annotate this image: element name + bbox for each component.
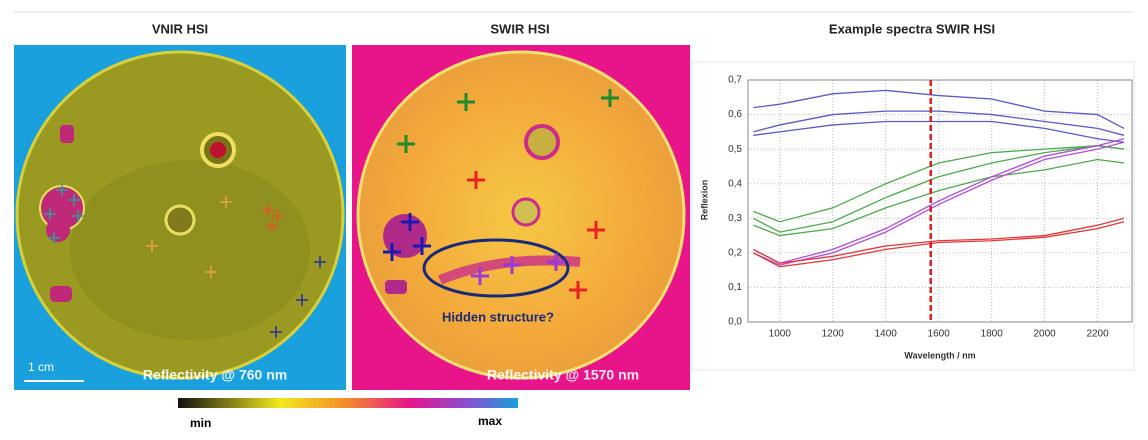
- panel-title: VNIR HSI: [152, 21, 208, 36]
- cross: [205, 266, 217, 278]
- highlight-ellipse: [422, 238, 570, 298]
- cross: [266, 220, 278, 232]
- swir-image: [352, 45, 690, 390]
- cross: [383, 243, 401, 261]
- scale-label: 1 cm: [28, 360, 54, 374]
- y-tick-label: 0,4: [728, 178, 742, 189]
- spectrum-line: [753, 120, 1125, 143]
- spectrum-line: [753, 110, 1125, 136]
- plot: 0,0 0,1 0,2 0,3 0,4 0,5 0,6 0,7 1000 1200 1400 1600…: [728, 75, 1133, 340]
- spectrum-line: [753, 145, 1125, 223]
- spectrum-line: [752, 138, 1125, 264]
- chart-frame: [691, 61, 1135, 371]
- cross: [72, 210, 84, 222]
- cross: [220, 196, 232, 208]
- cross-markers: [44, 89, 619, 338]
- colorbar-min: min: [190, 416, 211, 430]
- spectrum-line: [752, 217, 1125, 264]
- image-caption: Reflectivity @ 760 nm: [143, 367, 287, 383]
- x-tick-label: 1400: [875, 329, 898, 340]
- cross: [569, 281, 587, 299]
- panel-title: SWIR HSI: [490, 21, 549, 36]
- cross: [467, 171, 485, 189]
- y-axis-label: Reflexion: [699, 180, 709, 221]
- cross: [296, 294, 308, 306]
- x-tick-label: 2000: [1033, 329, 1056, 340]
- spectrum-line: [753, 158, 1125, 237]
- x-tick-label: 1600: [928, 329, 951, 340]
- spectrum-line: [752, 145, 1125, 233]
- cross: [587, 221, 605, 239]
- cross: [270, 326, 282, 338]
- colorbar-max: max: [478, 414, 502, 428]
- spectrum-line: [752, 221, 1125, 268]
- cross: [314, 256, 326, 268]
- cross: [56, 184, 68, 196]
- x-tick-label: 1200: [822, 329, 845, 340]
- panel-title: Example spectra SWIR HSI: [829, 21, 995, 36]
- colorbar: [178, 398, 518, 408]
- cross: [413, 237, 431, 255]
- y-tick-label: 0,1: [728, 282, 742, 293]
- cross: [68, 194, 80, 206]
- y-tick-label: 0,2: [728, 247, 742, 258]
- image-caption: Reflectivity @ 1570 nm: [487, 367, 639, 383]
- cross: [503, 256, 521, 274]
- cross: [401, 213, 419, 231]
- y-tick-label: 0,6: [728, 109, 742, 120]
- y-tick-label: 0,5: [728, 144, 742, 155]
- cross: [601, 89, 619, 107]
- vnir-image: [14, 45, 346, 390]
- plot-border: [747, 79, 1133, 323]
- x-tick-label: 1000: [769, 329, 792, 340]
- cross: [272, 210, 284, 222]
- annotation: Hidden structure?: [442, 309, 554, 324]
- x-tick-label: 1800: [981, 329, 1004, 340]
- y-tick-label: 0,3: [728, 213, 742, 224]
- cross: [457, 93, 475, 111]
- cross: [146, 240, 158, 252]
- cross: [262, 204, 274, 216]
- x-axis-label: Wavelength / nm: [904, 350, 975, 360]
- x-tick-label: 2200: [1086, 329, 1109, 340]
- y-tick-label: 0,7: [728, 75, 742, 86]
- cross: [471, 267, 489, 285]
- y-tick-label: 0,0: [728, 317, 742, 328]
- cross: [44, 208, 56, 220]
- cross: [48, 232, 60, 244]
- cross: [547, 253, 565, 271]
- cross: [397, 135, 415, 153]
- spectrum-line: [753, 89, 1125, 129]
